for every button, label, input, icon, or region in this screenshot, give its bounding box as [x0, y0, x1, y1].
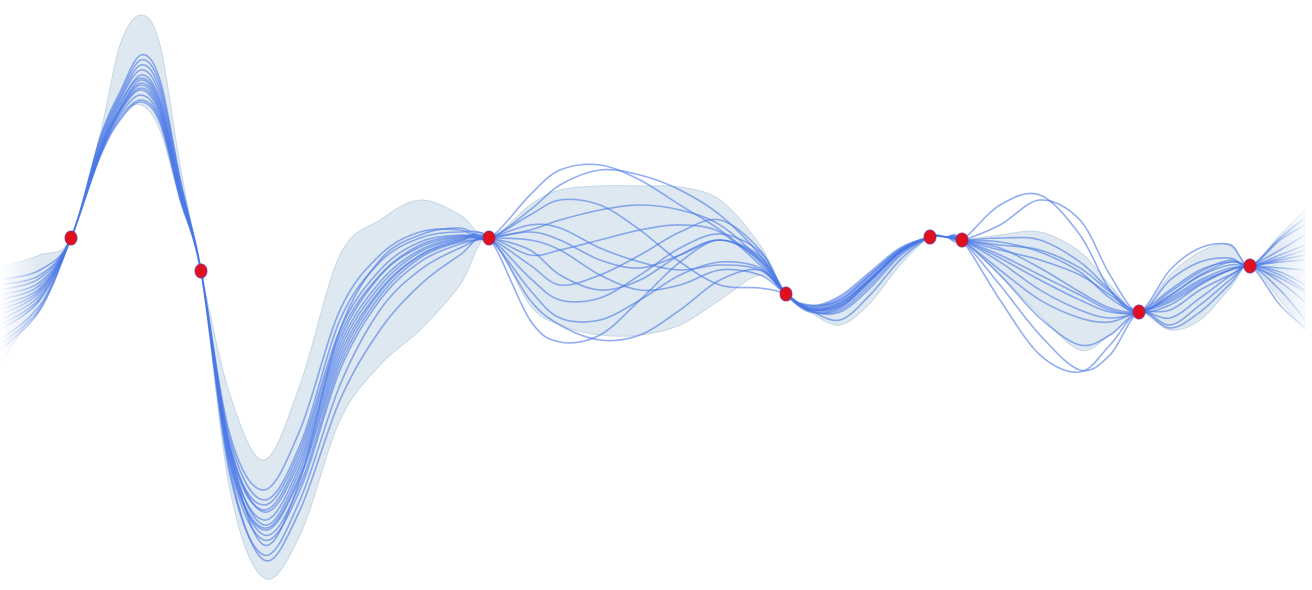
observation-point-3: [482, 230, 496, 246]
sample-path-12: [0, 87, 1306, 537]
observation-point-6: [955, 232, 969, 248]
observation-point-8: [1243, 258, 1257, 274]
observation-point-7: [1132, 304, 1146, 320]
observation-points: [64, 229, 1257, 320]
sample-path-10: [0, 77, 1306, 513]
observation-point-5: [923, 229, 937, 245]
sample-path-13: [0, 53, 1306, 491]
sample-path-14: [0, 101, 1306, 531]
observation-point-2: [194, 263, 208, 279]
observation-point-4: [779, 286, 793, 302]
sample-paths: [0, 53, 1306, 562]
observation-point-1: [64, 230, 78, 246]
